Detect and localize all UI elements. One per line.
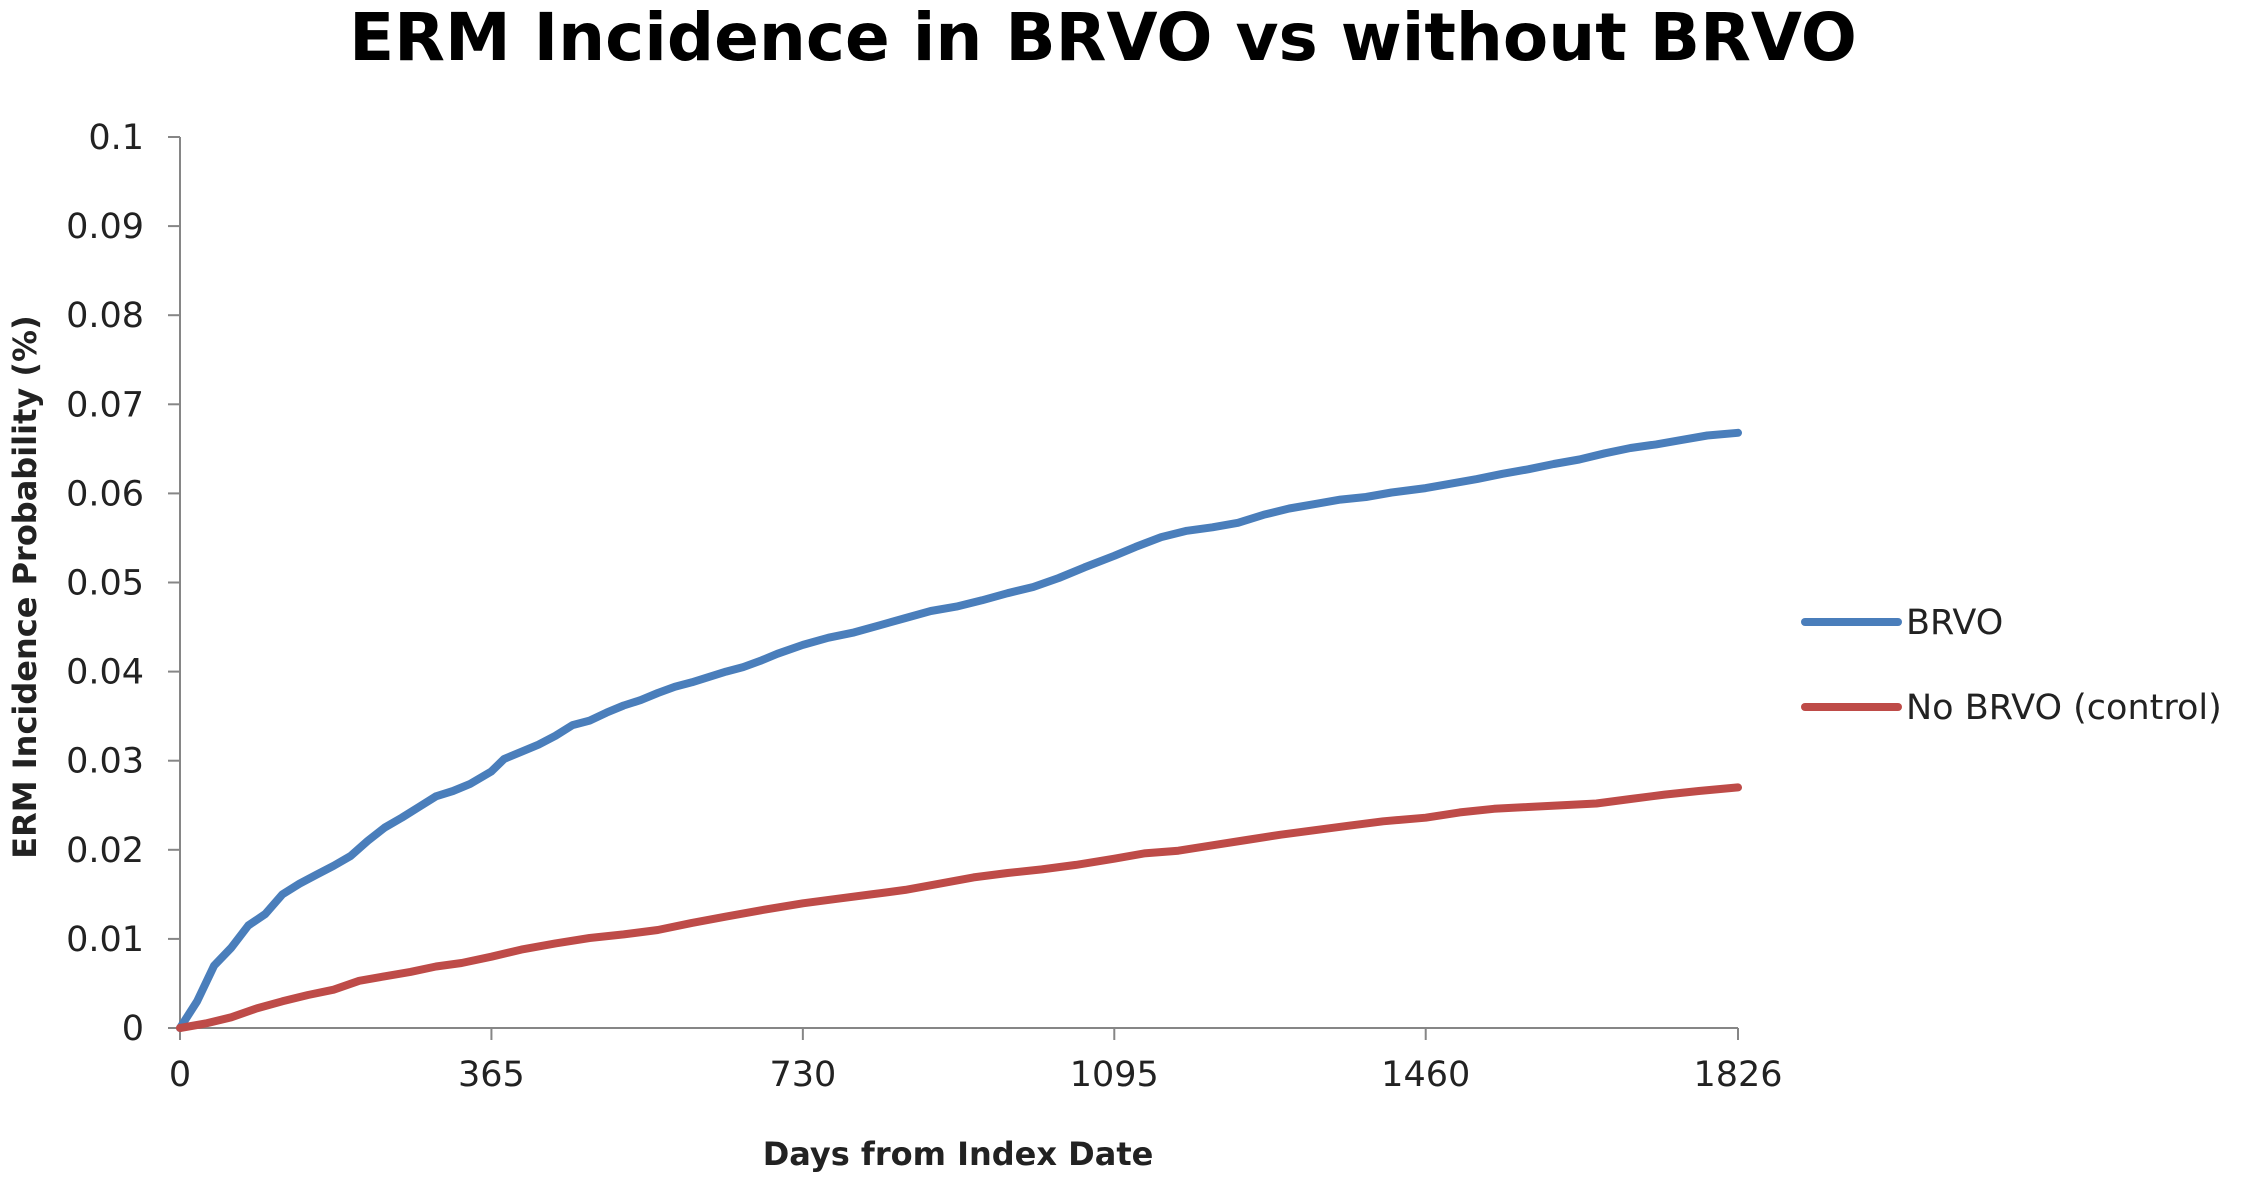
legend-label-0: BRVO <box>1906 603 2003 643</box>
series-line-1 <box>176 783 1742 1032</box>
y-axis-label: ERM Incidence Probability (%) <box>6 315 44 858</box>
y-tick-label: 0.09 <box>66 207 144 247</box>
y-tick-label: 0.1 <box>88 118 144 158</box>
y-tick-label: 0.07 <box>66 385 144 425</box>
y-axis-ticks: 0 0.01 0.02 0.03 0.04 0.05 0.06 0.07 0.08 0.09 0.1 <box>66 118 180 1049</box>
y-tick-label: 0.08 <box>66 296 144 336</box>
chart-title: ERM Incidence in BRVO vs without BRVO <box>349 0 1857 76</box>
series-layer <box>176 428 1742 1032</box>
y-tick-label: 0.02 <box>66 831 144 871</box>
x-tick-label: 730 <box>769 1055 836 1095</box>
x-tick-label: 1095 <box>1070 1055 1159 1095</box>
y-tick-label: 0.03 <box>66 742 144 782</box>
legend: BRVO No BRVO (control) <box>1801 603 2222 728</box>
y-tick-label: 0.06 <box>66 474 144 514</box>
x-axis-label: Days from Index Date <box>763 1135 1154 1173</box>
axes <box>179 137 1738 1029</box>
x-axis-ticks: 0 365 730 1095 1460 1826 <box>169 1028 1783 1095</box>
y-tick-label: 0 <box>122 1009 144 1049</box>
series-line-0 <box>176 428 1742 1032</box>
x-tick-label: 1826 <box>1693 1055 1782 1095</box>
x-tick-label: 0 <box>169 1055 191 1095</box>
x-tick-label: 365 <box>458 1055 525 1095</box>
legend-label-1: No BRVO (control) <box>1906 688 2222 728</box>
y-tick-label: 0.01 <box>66 920 144 960</box>
y-tick-label: 0.04 <box>66 653 144 693</box>
x-tick-label: 1460 <box>1381 1055 1470 1095</box>
y-tick-label: 0.05 <box>66 564 144 604</box>
